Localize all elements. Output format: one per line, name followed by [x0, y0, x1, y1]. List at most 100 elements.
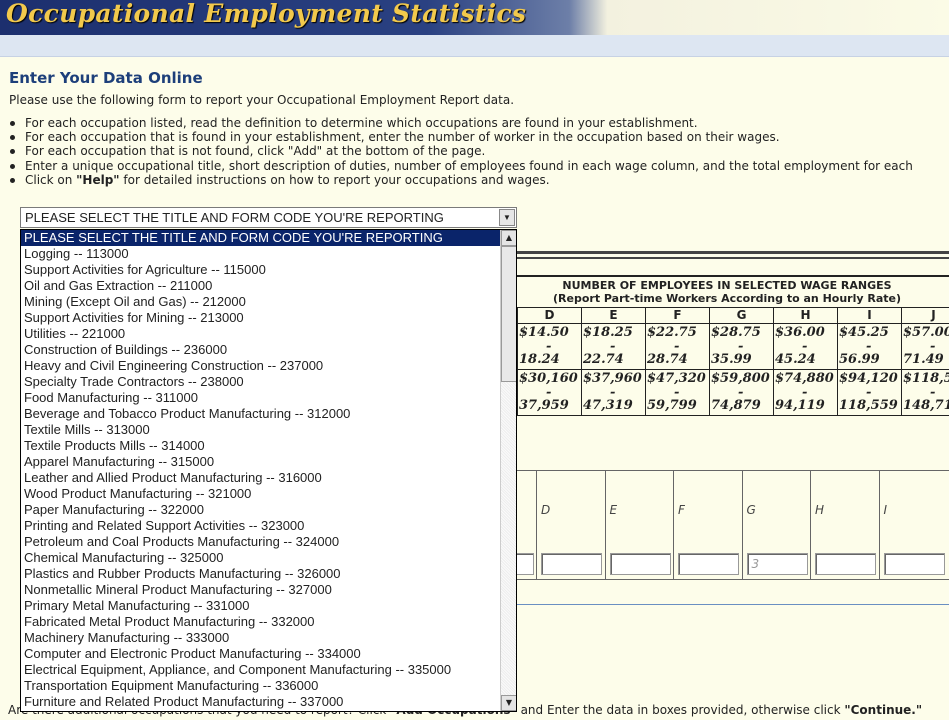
wage-letter: H [773, 307, 838, 324]
bullet-text: For each occupation that is not found, c… [25, 144, 486, 159]
dropdown-option[interactable]: Utilities -- 221000 [24, 326, 126, 341]
dropdown-option[interactable]: Textile Products Mills -- 314000 [24, 438, 205, 453]
dropdown-option[interactable]: Paper Manufacturing -- 322000 [24, 502, 204, 517]
dropdown-option[interactable]: Leather and Allied Product Manufacturing… [24, 470, 322, 485]
dropdown-option[interactable]: Support Activities for Mining -- 213000 [24, 310, 244, 325]
annual-cell: $74,880-94,119 [773, 369, 838, 416]
annual-low: $94,120 [839, 371, 898, 386]
dropdown-option[interactable]: Logging -- 113000 [24, 246, 129, 261]
range-sep: - [866, 339, 872, 354]
hourly-high: 28.74 [647, 352, 688, 367]
hourly-low: $22.75 [647, 325, 697, 340]
annual-high: 47,319 [583, 398, 633, 413]
entry-cell [604, 470, 674, 580]
select-arrow[interactable]: ▼ [499, 209, 515, 226]
range-sep: - [674, 339, 680, 354]
bullet-dot [10, 135, 15, 141]
dropdown-option[interactable]: Apparel Manufacturing -- 315000 [24, 454, 215, 469]
hourly-cell: $22.75-28.74 [645, 323, 710, 370]
entry-border [517, 470, 949, 580]
dropdown-option[interactable]: Petroleum and Coal Products Manufacturin… [24, 534, 340, 549]
dropdown-option[interactable]: Textile Mills -- 313000 [24, 422, 150, 437]
dropdown-option[interactable]: Nonmetallic Mineral Product Manufacturin… [24, 582, 332, 597]
dropdown-option[interactable]: Heavy and Civil Engineering Construction… [24, 358, 324, 373]
entry-cell [673, 470, 742, 580]
dropdown-option[interactable]: Wood Product Manufacturing -- 321000 [24, 486, 252, 501]
dropdown-option[interactable]: Furniture and Related Product Manufactur… [24, 694, 344, 709]
hourly-cell: $57.00-71.49 [901, 323, 949, 370]
dropdown-option[interactable]: Oil and Gas Extraction -- 211000 [24, 278, 213, 293]
bullet-text: Click on [25, 172, 77, 187]
annual-low: $37,960 [583, 371, 642, 386]
dropdown-option[interactable]: Electrical Equipment, Appliance, and Com… [24, 662, 452, 677]
dropdown-option[interactable]: Specialty Trade Contractors -- 238000 [24, 374, 244, 389]
scroll-down[interactable]: ▼ [501, 695, 516, 711]
wage-letter: F [645, 307, 710, 324]
table-rule [517, 275, 949, 277]
scroll-thumb[interactable] [501, 246, 516, 382]
entry-input[interactable]: 3 [746, 553, 808, 575]
footer-text-part: and Enter the data in boxes provided, ot… [516, 703, 845, 717]
dropdown-list[interactable]: PLEASE SELECT THE TITLE AND FORM CODE YO… [20, 229, 517, 712]
range-sep: - [674, 385, 680, 400]
select-box[interactable]: PLEASE SELECT THE TITLE AND FORM CODE YO… [20, 207, 517, 228]
bullet-dot [10, 163, 15, 169]
entry-input[interactable] [609, 553, 671, 575]
banner [0, 0, 949, 35]
annual-high: 148,719 [903, 398, 949, 413]
annual-cell: $118,560-148,719 [901, 369, 949, 416]
intro-text: Please use the following form to report … [9, 93, 515, 107]
wage-letter: D [517, 307, 582, 324]
dropdown-option[interactable]: PLEASE SELECT THE TITLE AND FORM CODE YO… [21, 230, 500, 246]
hourly-low: $18.25 [583, 325, 633, 340]
range-sep: - [866, 385, 872, 400]
bullet-bold: "Help" [76, 172, 120, 187]
wage-subtitle: (Report Part-time Workers According to a… [553, 292, 901, 305]
annual-high: 118,559 [839, 398, 898, 413]
hourly-low: $45.25 [839, 325, 889, 340]
range-sep: - [610, 339, 616, 354]
range-sep: - [930, 385, 936, 400]
dropdown-option[interactable]: Support Activities for Agriculture -- 11… [24, 262, 266, 277]
banner-title: Occupational Employment Statistics [6, 0, 527, 28]
entry-letter: I [883, 503, 888, 517]
dropdown-option[interactable]: Chemical Manufacturing -- 325000 [24, 550, 224, 565]
entry-input[interactable] [678, 553, 739, 575]
dropdown-option[interactable]: Machinery Manufacturing -- 333000 [24, 630, 230, 645]
range-sep: - [930, 339, 936, 354]
dropdown-option[interactable]: Construction of Buildings -- 236000 [24, 342, 228, 357]
scroll-up[interactable]: ▲ [501, 230, 516, 246]
hourly-high: 35.99 [711, 352, 752, 367]
entry-cell [536, 470, 605, 580]
entry-cell [741, 470, 811, 580]
range-sep: - [738, 385, 744, 400]
dropdown-option[interactable]: Plastics and Rubber Products Manufacturi… [24, 566, 341, 581]
bullet-dot [10, 149, 15, 155]
annual-low: $47,320 [647, 371, 706, 386]
dropdown-option[interactable]: Food Manufacturing -- 311000 [24, 390, 198, 405]
dropdown-option[interactable]: Printing and Related Support Activities … [24, 518, 305, 533]
table-rule [517, 257, 949, 259]
hourly-high: 71.49 [903, 352, 944, 367]
dropdown-option[interactable]: Fabricated Metal Product Manufacturing -… [24, 614, 315, 629]
divider [517, 604, 949, 605]
entry-cell [878, 470, 948, 580]
dropdown-option[interactable]: Primary Metal Manufacturing -- 331000 [24, 598, 250, 613]
table-rule [517, 251, 949, 254]
annual-cell: $37,960-47,319 [581, 369, 646, 416]
entry-letter: F [678, 503, 685, 517]
bullet-dot [10, 121, 15, 126]
page-heading: Enter Your Data Online [9, 69, 203, 87]
entry-input[interactable] [883, 553, 945, 575]
bullet-dot [10, 177, 15, 183]
dropdown-option[interactable]: Beverage and Tobacco Product Manufacturi… [24, 406, 351, 421]
dropdown-option[interactable]: Computer and Electronic Product Manufact… [24, 646, 361, 661]
entry-input[interactable] [541, 553, 602, 575]
annual-high: 74,879 [711, 398, 761, 413]
dropdown-option[interactable]: Transportation Equipment Manufacturing -… [24, 678, 319, 693]
hourly-cell: $28.75-35.99 [709, 323, 774, 370]
hourly-high: 18.24 [519, 352, 560, 367]
dropdown-option[interactable]: Mining (Except Oil and Gas) -- 212000 [24, 294, 246, 309]
entry-input[interactable] [815, 553, 876, 575]
bullet-item: Enter a unique occupational title, short… [25, 159, 913, 173]
